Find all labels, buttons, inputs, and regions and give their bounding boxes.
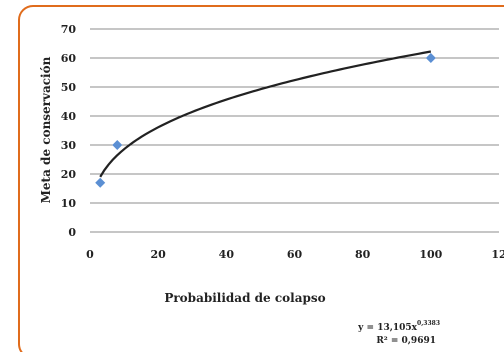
r-squared-label: R² = 0,9691 — [376, 336, 436, 346]
y-tick-label-70: 70 — [61, 23, 77, 36]
x-tick-label-80: 80 — [355, 248, 371, 261]
y-tick-label-50: 50 — [61, 81, 77, 94]
x-tick-label-60: 60 — [287, 248, 303, 261]
x-tick-label-100: 100 — [419, 248, 442, 261]
x-tick-label-120: 12 — [491, 248, 504, 261]
equation-label: y = 13,105x0,3383 — [357, 320, 440, 333]
y-tick-labels: 0 10 20 30 40 50 60 70 — [61, 23, 77, 239]
y-tick-label-30: 30 — [61, 139, 77, 152]
data-point-1 — [95, 177, 106, 188]
x-axis-title: Probabilidad de colapso — [164, 291, 325, 305]
y-tick-label-0: 0 — [68, 226, 76, 239]
y-axis-title: Meta de conservación — [39, 56, 53, 203]
data-points — [95, 53, 436, 188]
trendline — [99, 50, 432, 178]
y-tick-label-60: 60 — [61, 52, 77, 65]
data-point-2 — [112, 140, 123, 150]
y-tick-label-40: 40 — [61, 110, 77, 123]
x-tick-label-20: 20 — [151, 248, 167, 261]
chart-frame — [18, 5, 504, 356]
x-tick-labels: 0 20 40 60 80 100 12 — [86, 248, 504, 261]
x-tick-label-0: 0 — [86, 248, 94, 261]
data-point-3 — [425, 53, 436, 63]
gridlines — [90, 28, 499, 233]
y-tick-label-10: 10 — [61, 197, 77, 210]
x-tick-label-40: 40 — [219, 248, 235, 261]
y-tick-label-20: 20 — [61, 168, 77, 181]
